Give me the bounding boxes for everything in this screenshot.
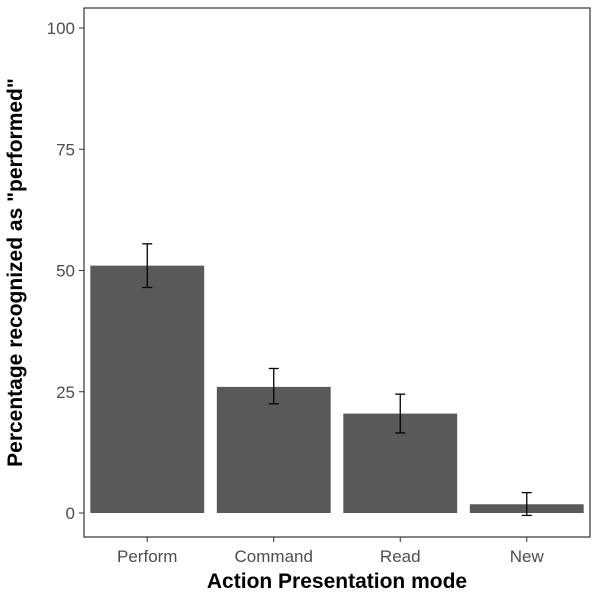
error-bar-perform (142, 243, 153, 289)
x-tick-label-perform: Perform (117, 547, 177, 566)
error-bars-layer (142, 243, 532, 517)
bar-command (216, 386, 331, 513)
x-axis: Perform Command Read New (117, 537, 544, 566)
y-tick-label: 0 (66, 504, 75, 523)
y-tick-label: 100 (47, 19, 75, 38)
y-tick-label: 75 (56, 140, 75, 159)
y-axis: 0 25 50 75 100 (47, 19, 84, 523)
x-axis-title: Action Presentation mode (207, 570, 467, 593)
panel-border (83, 7, 591, 538)
error-bar-new (521, 491, 532, 517)
y-tick-label: 50 (56, 262, 75, 281)
x-tick-label-new: New (510, 547, 545, 566)
x-tick-label-command: Command (235, 547, 313, 566)
bar-perform (90, 265, 205, 513)
x-tick-label-read: Read (380, 547, 421, 566)
y-tick-label: 25 (56, 383, 75, 402)
error-bar-read (395, 393, 406, 434)
error-bar-command (268, 367, 279, 405)
y-axis-title: Percentage recognized as "performed" (4, 78, 27, 467)
